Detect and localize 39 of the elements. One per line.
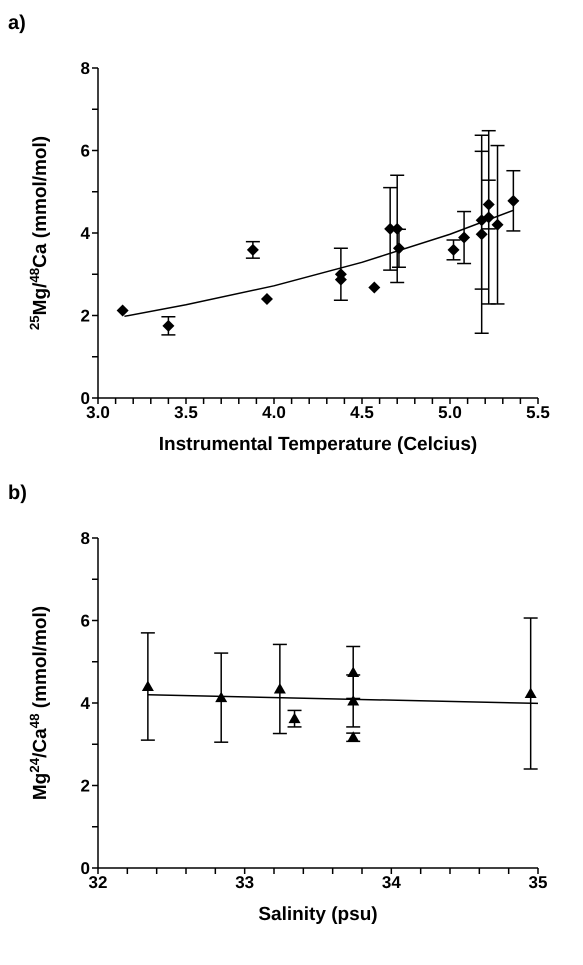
point [288, 712, 301, 724]
chart-title: b) [8, 482, 27, 505]
y-tick-label: 6 [80, 142, 90, 161]
point [260, 293, 273, 305]
point [162, 320, 174, 332]
y-tick-label: 4 [80, 224, 91, 244]
x-tick-label: 4.5 [350, 403, 374, 422]
point [458, 232, 470, 244]
x-tick-label: 5.5 [526, 403, 550, 422]
y-tick-label: 8 [80, 529, 90, 548]
point [524, 688, 537, 698]
x-tick-label: 3.0 [86, 403, 110, 422]
x-axis-title: Salinity (psu) [258, 904, 378, 925]
x-tick-label: 4.0 [262, 403, 286, 422]
y-tick-label: 0 [80, 859, 90, 878]
y-tick-label: 6 [80, 612, 90, 631]
point [476, 228, 488, 240]
x-tick-label: 33 [235, 873, 254, 892]
x-tick-label: 34 [382, 873, 402, 892]
x-tick-label: 32 [88, 873, 108, 892]
x-tick-label: 3.5 [174, 403, 198, 422]
point [482, 198, 495, 211]
point [448, 244, 460, 256]
x-tick-label: 5.0 [438, 403, 462, 422]
point [142, 680, 154, 691]
y-tick-label: 2 [80, 776, 90, 796]
point [507, 194, 520, 207]
point [492, 218, 504, 231]
chart-title: a) [8, 12, 26, 35]
x-axis-title: Instrumental Temperature (Celcius) [158, 434, 478, 455]
y-tick-label: 8 [80, 59, 90, 78]
point [347, 666, 360, 677]
point [246, 244, 259, 256]
x-tick-label: 35 [528, 873, 548, 892]
point [274, 682, 286, 694]
y-tick-label: 2 [80, 306, 90, 326]
point [368, 281, 380, 294]
y-tick-label: 4 [80, 694, 91, 714]
point [116, 304, 129, 317]
